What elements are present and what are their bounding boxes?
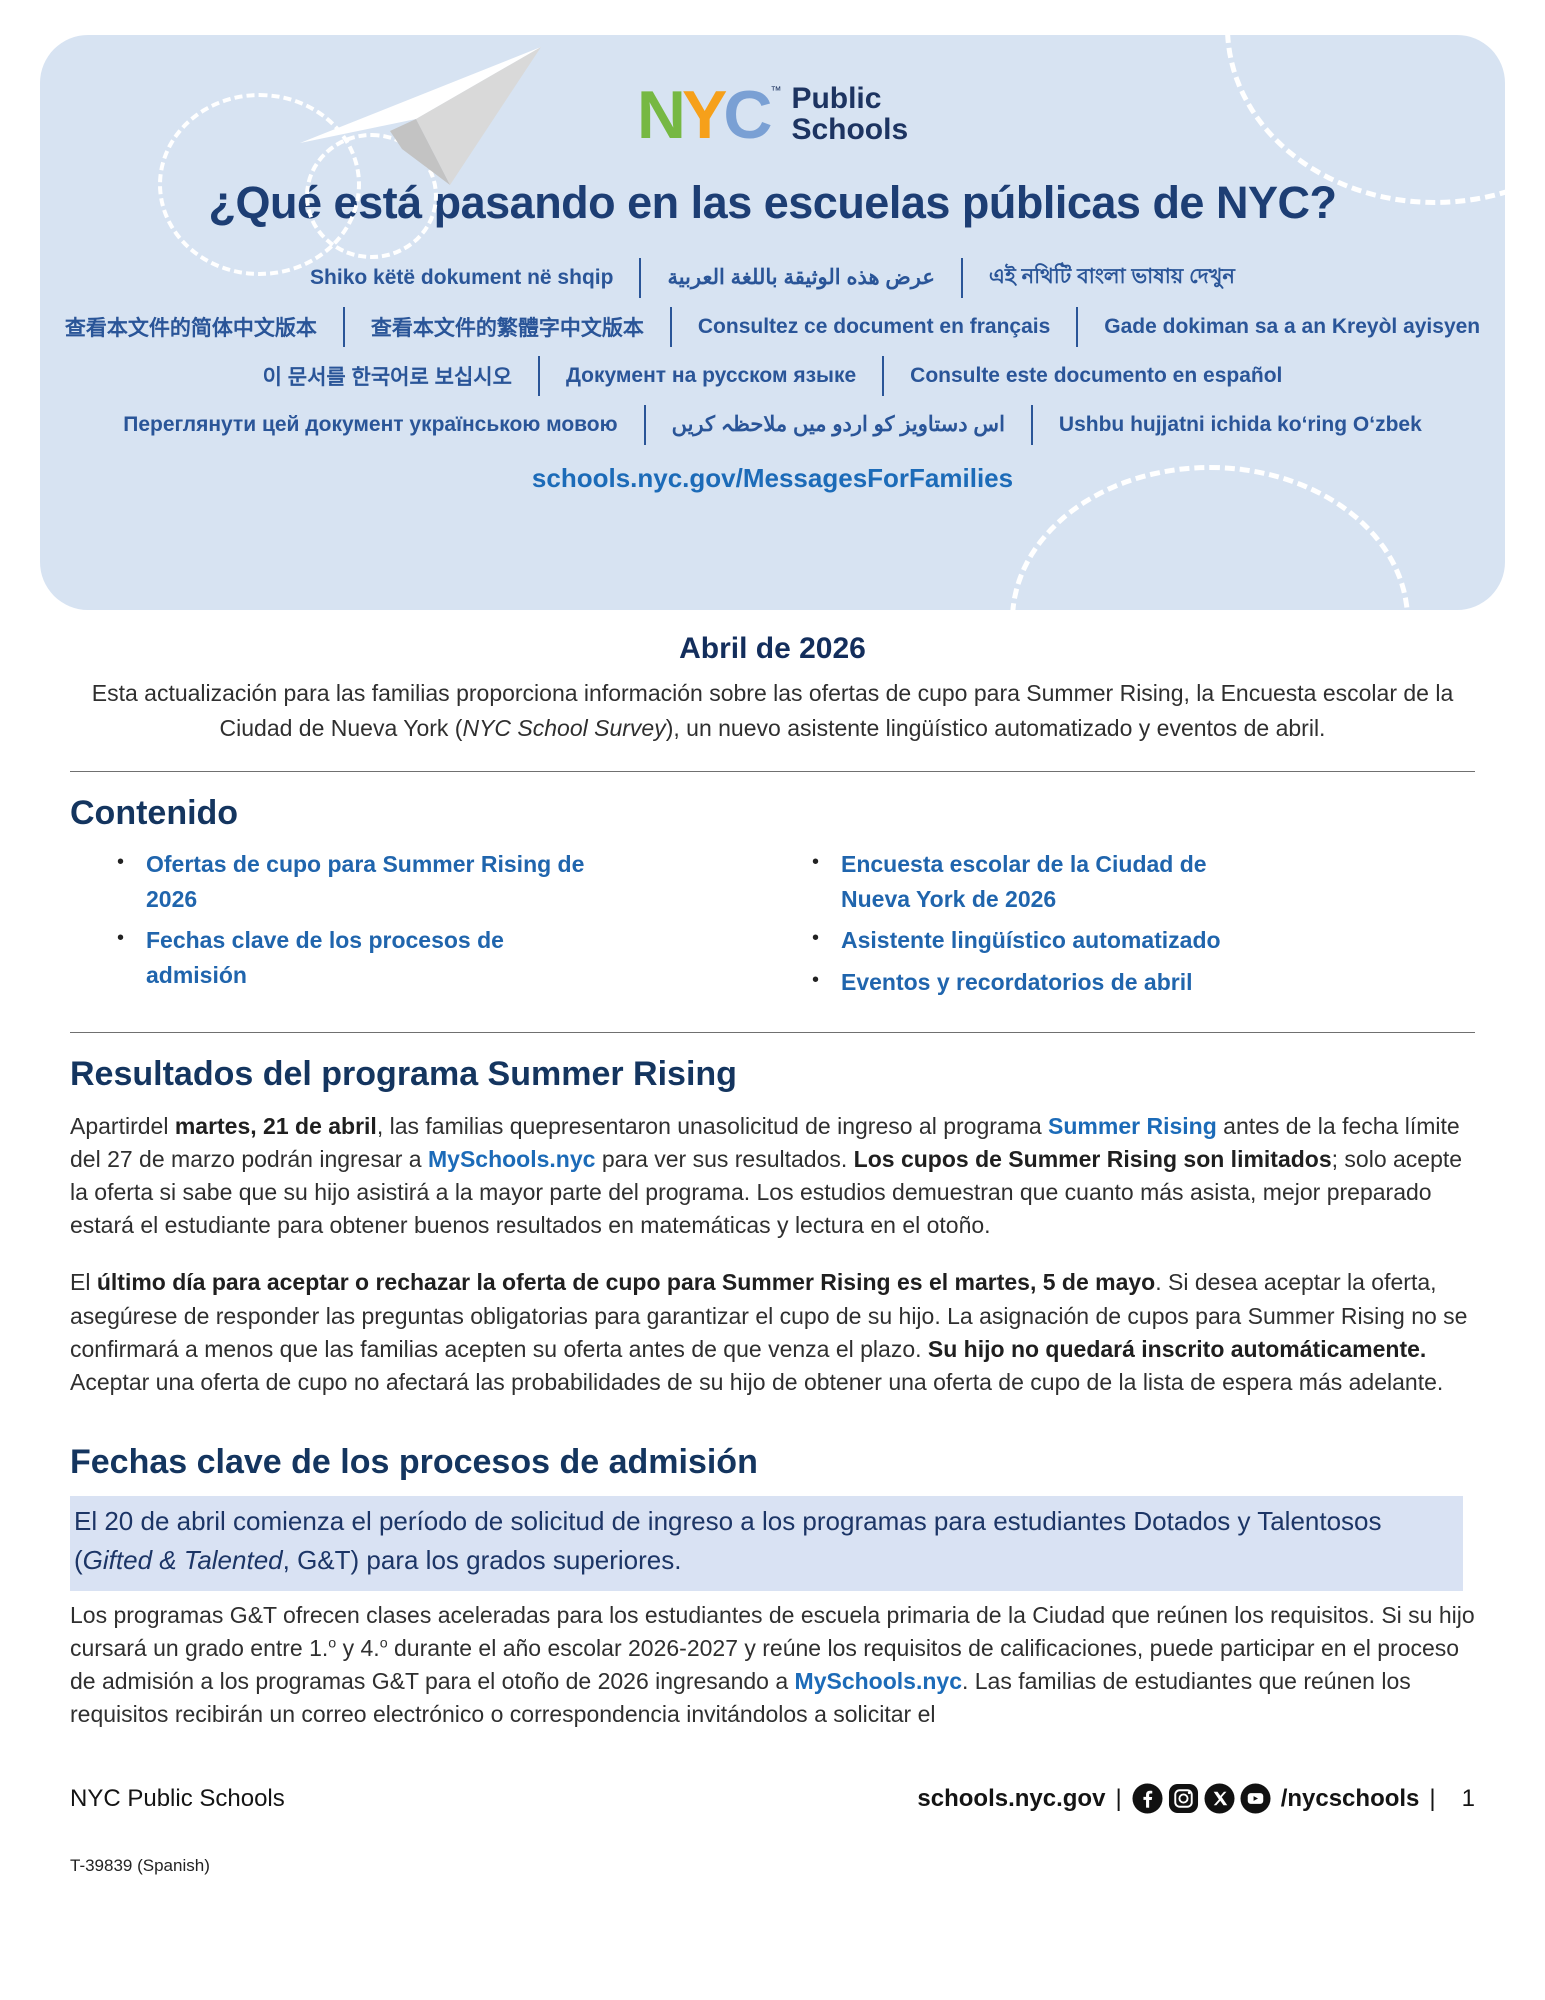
- contents-heading: Contenido: [70, 794, 239, 832]
- month-heading: Abril de 2026: [679, 632, 866, 665]
- language-link[interactable]: 查看本文件的简体中文版本: [64, 316, 317, 340]
- text-run: Apartirdel: [70, 1113, 175, 1139]
- divider-rule: [70, 1032, 1475, 1033]
- language-link[interactable]: Документ на русском языке: [565, 363, 857, 387]
- text-run: último día para aceptar o rechazar la of…: [96, 1269, 1156, 1296]
- document-code: T-39839 (Spanish): [70, 1856, 210, 1876]
- language-link[interactable]: Shiko këtë dokument në shqip: [310, 265, 614, 289]
- text-run: El 20 de abril comienza el período de so…: [74, 1505, 1382, 1576]
- inline-link[interactable]: Summer Rising: [1048, 1113, 1217, 1139]
- language-divider: [342, 306, 345, 347]
- text-run: ), un nuevo asistente lingüístico automa…: [665, 714, 1326, 741]
- text-run: , las familias quepresentaron unasolicit…: [376, 1113, 1049, 1139]
- toc-item-link[interactable]: Asistente lingüístico automatizado: [805, 923, 1245, 958]
- key-dates-paragraph: Los programas G&T ofrecen clases acelera…: [70, 1601, 1475, 1728]
- key-dates-heading: Fechas clave de los procesos de admisión: [70, 1442, 758, 1481]
- language-divider: [1076, 306, 1079, 347]
- language-divider: [639, 257, 642, 298]
- toc-item-link[interactable]: Encuesta escolar de la Ciudad de Nueva Y…: [805, 847, 1245, 916]
- text-run: para ver sus resultados.: [595, 1146, 854, 1173]
- text-run: martes, 21 de abril: [174, 1113, 377, 1139]
- summer-rising-paragraph-1: Apartirdel martes, 21 de abril, las fami…: [70, 1110, 1475, 1242]
- text-run: . Si desea aceptar la oferta, asegúrese …: [70, 1269, 1468, 1362]
- logo-word-schools: Schools: [791, 113, 909, 146]
- text-run: Esta actualización para las familias pro…: [91, 680, 1454, 741]
- language-row: 이 문서를 한국어로 보십시오 Документ на русском языке…: [40, 351, 1505, 400]
- language-divider: [669, 306, 672, 347]
- language-divider: [1030, 404, 1033, 445]
- language-row: Shiko këtë dokument në shqip عرض هذه الوث…: [40, 253, 1505, 302]
- language-link[interactable]: Ushbu hujjatni ichida koʻring Oʻzbek: [1058, 412, 1422, 436]
- language-link[interactable]: 이 문서를 한국어로 보십시오: [262, 365, 512, 389]
- logo-letter-c: C: [723, 77, 772, 153]
- contents-list-right: Encuesta escolar de la Ciudad de Nueva Y…: [805, 847, 1245, 1006]
- text-run: El: [70, 1269, 97, 1296]
- paper-plane-icon: [300, 47, 541, 185]
- key-dates-highlight: El 20 de abril comienza el período de so…: [70, 1495, 1463, 1591]
- text-run: Gifted & Talented: [82, 1545, 283, 1576]
- language-link[interactable]: Consulte este documento en español: [910, 363, 1283, 387]
- trademark-symbol: ™: [770, 85, 782, 97]
- language-link[interactable]: এই নথিটি বাংলা ভাষায় দেখুন: [988, 265, 1235, 288]
- language-row: 查看本文件的简体中文版本 查看本文件的繁體字中文版本 Consultez ce do…: [40, 302, 1505, 351]
- summer-rising-heading: Resultados del programa Summer Rising: [70, 1055, 737, 1093]
- text-run: ; solo acepte la oferta si sabe que su h…: [70, 1146, 1463, 1239]
- text-run: Aceptar una oferta de cupo no afectará l…: [70, 1368, 1444, 1395]
- language-link[interactable]: Переглянути цей документ українською мов…: [123, 412, 618, 436]
- footer-org: NYC Public Schools: [70, 1784, 285, 1812]
- divider-rule: [70, 771, 1475, 772]
- text-run: durante el año escolar 2026-2027 y reúne…: [70, 1635, 1460, 1695]
- language-link[interactable]: Consultez ce document en français: [697, 314, 1051, 338]
- footer-social-handle[interactable]: /nycschools: [1280, 1784, 1420, 1812]
- youtube-icon[interactable]: [1240, 1783, 1271, 1814]
- toc-item-link[interactable]: Ofertas de cupo para Summer Rising de 20…: [110, 847, 610, 916]
- language-link[interactable]: 查看本文件的繁體字中文版本: [370, 316, 644, 340]
- messages-for-families-link[interactable]: schools.nyc.gov/MessagesForFamilies: [531, 463, 1014, 493]
- text-run: antes de la fecha límite del 27 de marzo…: [70, 1113, 1460, 1173]
- logo-word-public: Public: [791, 82, 882, 116]
- footer-site-link[interactable]: schools.nyc.gov: [917, 1784, 1106, 1812]
- text-run: y 4.: [336, 1635, 380, 1662]
- toc-item-link[interactable]: Eventos y recordatorios de abril: [805, 965, 1245, 1000]
- text-run: Su hijo no quedará inscrito automáticame…: [927, 1335, 1427, 1362]
- toc-item-link[interactable]: Fechas clave de los procesos de admisión: [110, 923, 610, 992]
- language-row: Переглянути цей документ українською мов…: [40, 400, 1505, 449]
- social-icons: [1132, 1783, 1271, 1814]
- page-footer: NYC Public Schools schools.nyc.gov |: [70, 1783, 1475, 1814]
- summer-rising-paragraph-2: El último día para aceptar o rechazar la…: [70, 1266, 1475, 1398]
- text-run: Los cupos de Summer Rising son limitados: [853, 1146, 1332, 1173]
- footer-divider: |: [1429, 1784, 1436, 1812]
- intro-paragraph: Esta actualización para las familias pro…: [78, 676, 1468, 745]
- language-link[interactable]: اس دستاویز کو اردو میں ملاحظہ کریں: [671, 413, 1005, 436]
- contents-columns: Ofertas de cupo para Summer Rising de 20…: [110, 847, 1475, 1006]
- language-divider: [882, 355, 885, 396]
- facebook-icon[interactable]: [1132, 1783, 1163, 1814]
- language-link[interactable]: عرض هذه الوثيقة باللغة العربية: [667, 266, 935, 289]
- instagram-icon[interactable]: [1168, 1783, 1199, 1814]
- nyc-public-schools-logo: NYC ™ Public Schools: [40, 35, 1505, 149]
- x-icon[interactable]: [1204, 1783, 1235, 1814]
- language-divider: [643, 404, 646, 445]
- dashed-circle-decoration: [305, 133, 438, 259]
- text-run: Los programas G&T ofrecen clases acelera…: [70, 1601, 1475, 1662]
- text-run: . Las familias de estudiantes que reúnen…: [70, 1668, 1411, 1728]
- text-run: NYC School Survey: [462, 714, 666, 741]
- text-run: , G&T) para los grados superiores.: [282, 1545, 682, 1576]
- logo-letter-n: N: [636, 77, 686, 153]
- footer-divider: |: [1115, 1784, 1122, 1812]
- language-links-block: Shiko këtë dokument në shqip عرض هذه الوث…: [40, 253, 1505, 449]
- logo-letter-y: Y: [681, 77, 727, 153]
- header-banner: NYC ™ Public Schools ¿Qué está pasando e…: [40, 35, 1505, 610]
- inline-link[interactable]: MySchools.nyc: [794, 1668, 962, 1695]
- page-number: 1: [1461, 1784, 1475, 1812]
- language-divider: [960, 257, 963, 298]
- inline-link[interactable]: MySchools.nyc: [428, 1146, 596, 1173]
- language-divider: [537, 355, 540, 396]
- contents-list-left: Ofertas de cupo para Summer Rising de 20…: [110, 847, 610, 1006]
- language-link[interactable]: Gade dokiman sa a an Kreyòl ayisyen: [1104, 314, 1481, 338]
